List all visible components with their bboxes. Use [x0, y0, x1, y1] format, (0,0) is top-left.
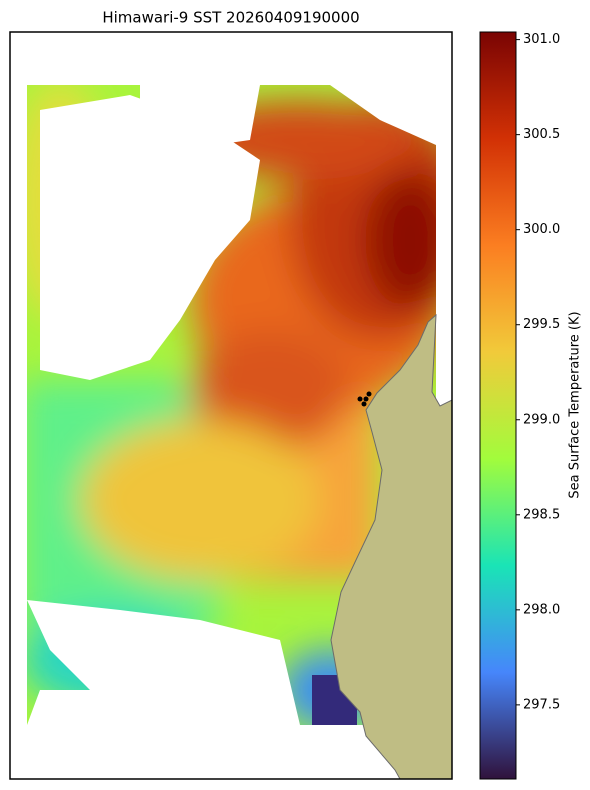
sst-field [27, 85, 436, 725]
colorbar-tick-label: 297.5 [523, 697, 560, 712]
colorbar-tick-label: 299.5 [523, 317, 560, 332]
map-title: Himawari-9 SST 20260409190000 [102, 9, 359, 27]
map-frame [9, 31, 453, 780]
colorbar-tick-label: 299.0 [523, 412, 560, 427]
markers [357, 391, 372, 407]
colorbar-tick-label: 301.0 [523, 32, 560, 47]
colorbar-tick-label: 298.0 [523, 602, 560, 617]
colorbar-label: Sea Surface Temperature (K) [568, 311, 583, 498]
colorbar-tick-label: 300.0 [523, 222, 560, 237]
colorbar-tick-label: 300.5 [523, 127, 560, 142]
colorbar-tick-label: 298.5 [523, 507, 560, 522]
colorbar [479, 31, 517, 780]
